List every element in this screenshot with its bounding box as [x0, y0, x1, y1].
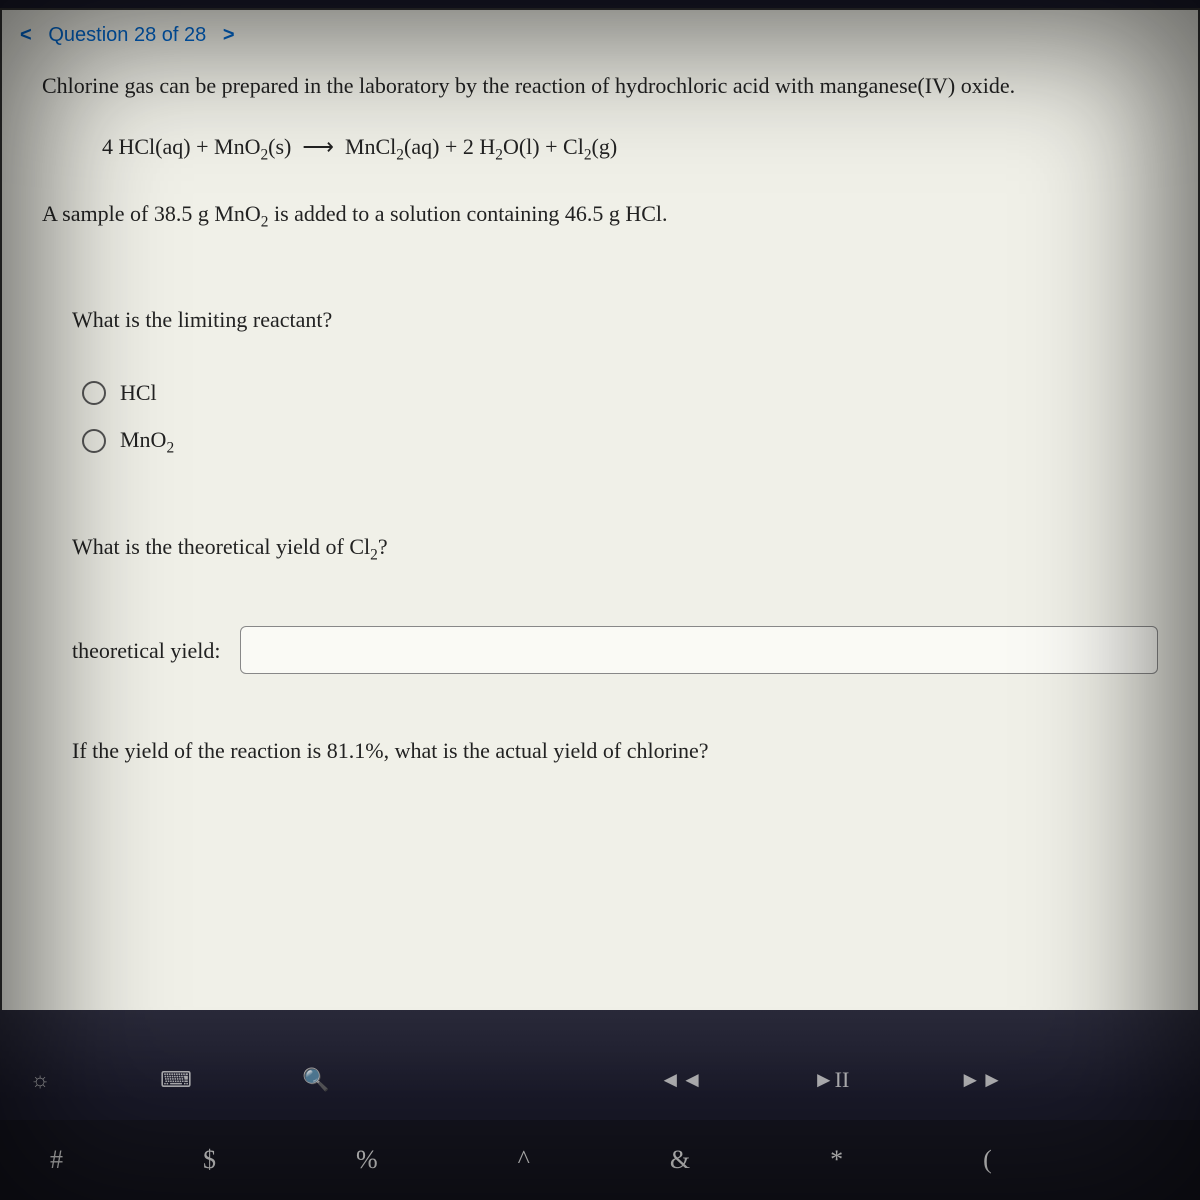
key-star: *	[830, 1145, 843, 1175]
eq-plus: +	[196, 134, 208, 159]
option-text: MnO	[120, 427, 166, 452]
eq-term: HCl(aq)	[119, 134, 191, 159]
eq-sub: 2	[584, 146, 592, 163]
option-sub: 2	[166, 439, 174, 456]
option-mno2[interactable]: MnO2	[82, 423, 1158, 460]
question-1: What is the limiting reactant?	[72, 303, 1158, 336]
eq-term: MnCl	[345, 134, 396, 159]
sub-questions: What is the limiting reactant? HCl MnO2 …	[42, 303, 1158, 767]
intro-text: Chlorine gas can be prepared in the labo…	[42, 69, 1158, 102]
key-percent: %	[356, 1145, 378, 1175]
theoretical-yield-row: theoretical yield:	[72, 626, 1158, 674]
eq-sub: 2	[396, 146, 404, 163]
next-question-button[interactable]: >	[223, 24, 235, 46]
q2-sub: 2	[370, 546, 378, 563]
theoretical-yield-input[interactable]	[240, 626, 1158, 674]
eq-term: (s)	[268, 134, 291, 159]
eq-term: (g)	[592, 134, 618, 159]
function-key-row: ☼ ⌨ 🔍 ◄◄ ►II ►►	[0, 1040, 1200, 1120]
rewind-icon: ◄◄	[659, 1067, 703, 1093]
radio-icon	[82, 381, 106, 405]
eq-term: H	[479, 134, 495, 159]
question-content: Chlorine gas can be prepared in the labo…	[2, 69, 1198, 767]
play-pause-icon: ►II	[813, 1067, 849, 1093]
prev-question-button[interactable]: <	[20, 24, 32, 46]
question-counter: Question 28 of 28	[48, 24, 206, 46]
eq-sub: 2	[495, 146, 503, 163]
number-key-row: # $ % ^ & * (	[0, 1120, 1200, 1200]
brightness-icon: ☼	[30, 1067, 50, 1093]
q2-text: ?	[378, 534, 388, 559]
key-paren: (	[983, 1145, 992, 1175]
eq-arrow: ⟶	[302, 134, 334, 159]
question-screen: < Question 28 of 28 > Chlorine gas can b…	[0, 8, 1200, 1020]
key-caret: ^	[518, 1145, 530, 1175]
eq-term: (aq)	[404, 134, 439, 159]
sample-part: A sample of 38.5 g MnO	[42, 201, 261, 226]
key-dollar: $	[203, 1145, 216, 1175]
eq-coef: 4	[102, 134, 113, 159]
option-label: HCl	[120, 376, 157, 409]
chemical-equation: 4 HCl(aq) + MnO2(s) ⟶ MnCl2(aq) + 2 H2O(…	[102, 130, 1158, 167]
eq-term: Cl	[563, 134, 584, 159]
yield-label: theoretical yield:	[72, 634, 220, 667]
keyboard-icon: ⌨	[160, 1067, 192, 1093]
question-2: What is the theoretical yield of Cl2?	[72, 530, 1158, 567]
option-hcl[interactable]: HCl	[82, 376, 1158, 409]
question-3: If the yield of the reaction is 81.1%, w…	[72, 734, 1158, 767]
eq-plus: +	[545, 134, 557, 159]
eq-term: O(l)	[503, 134, 540, 159]
sample-part: is added to a solution containing 46.5 g…	[268, 201, 667, 226]
sample-text: A sample of 38.5 g MnO2 is added to a so…	[42, 197, 1158, 234]
eq-term: MnO	[214, 134, 260, 159]
eq-plus: +	[445, 134, 457, 159]
limiting-reactant-options: HCl MnO2	[82, 376, 1158, 460]
eq-coef: 2	[463, 134, 474, 159]
option-label: MnO2	[120, 423, 174, 460]
radio-icon	[82, 429, 106, 453]
key-hash: #	[50, 1145, 63, 1175]
key-amp: &	[670, 1145, 690, 1175]
forward-icon: ►►	[959, 1067, 1003, 1093]
q2-text: What is the theoretical yield of Cl	[72, 534, 370, 559]
question-nav: < Question 28 of 28 >	[2, 10, 1198, 69]
search-icon: 🔍	[302, 1067, 329, 1093]
